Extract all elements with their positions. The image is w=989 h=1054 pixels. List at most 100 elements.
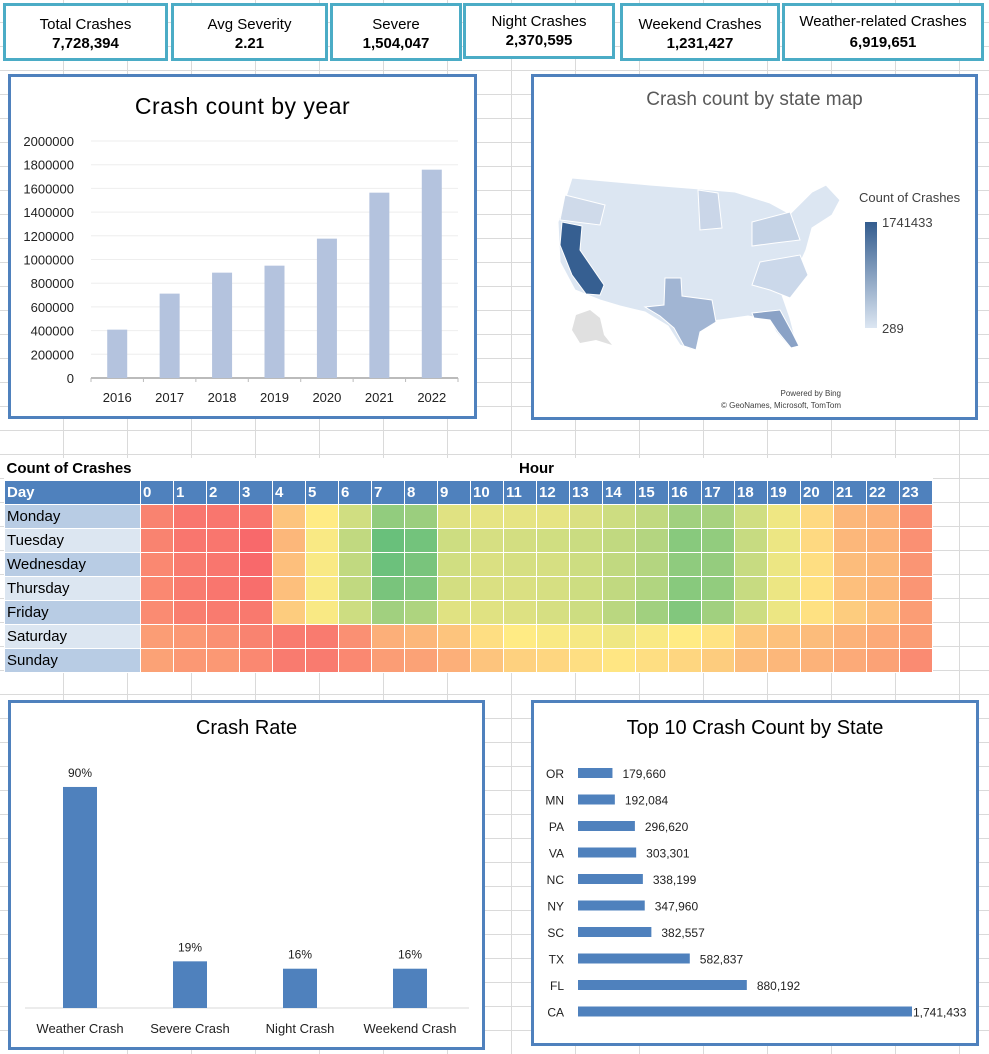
heatmap-cell[interactable] — [701, 551, 735, 577]
heatmap-cell[interactable] — [404, 503, 438, 529]
crash-by-state-map[interactable]: Crash count by state map Count of Crashe… — [531, 74, 978, 420]
heatmap-cell[interactable] — [833, 647, 867, 673]
heatmap-cell[interactable] — [338, 575, 372, 601]
heatmap-cell[interactable] — [602, 575, 636, 601]
heatmap-cell[interactable] — [734, 599, 768, 625]
heatmap-cell[interactable] — [866, 575, 900, 601]
heatmap-cell[interactable] — [470, 551, 504, 577]
heatmap-cell[interactable] — [437, 503, 471, 529]
heatmap-cell[interactable] — [173, 599, 207, 625]
heatmap-cell[interactable] — [569, 599, 603, 625]
heatmap-cell[interactable] — [173, 527, 207, 553]
heatmap-cell[interactable] — [239, 599, 273, 625]
heatmap-cell[interactable] — [635, 551, 669, 577]
heatmap-cell[interactable] — [767, 599, 801, 625]
top10-state-chart[interactable]: Top 10 Crash Count by State OR 179,660 MN 1… — [531, 700, 979, 1046]
heatmap-cell[interactable] — [569, 647, 603, 673]
heatmap-cell[interactable] — [503, 551, 537, 577]
heatmap-cell[interactable] — [899, 527, 933, 553]
heatmap-cell[interactable] — [371, 551, 405, 577]
heatmap-cell[interactable] — [206, 503, 240, 529]
crash-by-year-chart[interactable]: Crash count by year 0 200000 400000 600000 8… — [8, 74, 477, 419]
heatmap-cell[interactable] — [173, 575, 207, 601]
heatmap-cell[interactable] — [140, 551, 174, 577]
heatmap-cell[interactable] — [635, 527, 669, 553]
heatmap-cell[interactable] — [866, 623, 900, 649]
heatmap-cell[interactable] — [536, 527, 570, 553]
heatmap-cell[interactable] — [800, 623, 834, 649]
heatmap-cell[interactable] — [404, 623, 438, 649]
heatmap-cell[interactable] — [602, 551, 636, 577]
heatmap-cell[interactable] — [668, 575, 702, 601]
heatmap-cell[interactable] — [470, 575, 504, 601]
heatmap-cell[interactable] — [239, 503, 273, 529]
heatmap-cell[interactable] — [701, 503, 735, 529]
heatmap-cell[interactable] — [734, 575, 768, 601]
heatmap-cell[interactable] — [635, 599, 669, 625]
heatmap-cell[interactable] — [206, 623, 240, 649]
heatmap-cell[interactable] — [536, 647, 570, 673]
heatmap-cell[interactable] — [437, 599, 471, 625]
heatmap-cell[interactable] — [437, 623, 471, 649]
heatmap-cell[interactable] — [371, 527, 405, 553]
heatmap-cell[interactable] — [767, 623, 801, 649]
heatmap-cell[interactable] — [833, 623, 867, 649]
heatmap-cell[interactable] — [800, 527, 834, 553]
heatmap-cell[interactable] — [668, 647, 702, 673]
heatmap-cell[interactable] — [701, 599, 735, 625]
heatmap-cell[interactable] — [206, 551, 240, 577]
heatmap-cell[interactable] — [602, 599, 636, 625]
heatmap-cell[interactable] — [569, 551, 603, 577]
heatmap-cell[interactable] — [635, 647, 669, 673]
heatmap-cell[interactable] — [404, 527, 438, 553]
heatmap-cell[interactable] — [470, 503, 504, 529]
heatmap-cell[interactable] — [734, 503, 768, 529]
heatmap-cell[interactable] — [272, 503, 306, 529]
heatmap-cell[interactable] — [437, 575, 471, 601]
heatmap-cell[interactable] — [767, 551, 801, 577]
heatmap-cell[interactable] — [140, 527, 174, 553]
heatmap-cell[interactable] — [833, 575, 867, 601]
heatmap-cell[interactable] — [305, 503, 339, 529]
heatmap-cell[interactable] — [272, 623, 306, 649]
heatmap-cell[interactable] — [833, 503, 867, 529]
heatmap-cell[interactable] — [668, 527, 702, 553]
heatmap-cell[interactable] — [767, 527, 801, 553]
heatmap-cell[interactable] — [536, 575, 570, 601]
heatmap-cell[interactable] — [239, 527, 273, 553]
heatmap-cell[interactable] — [800, 575, 834, 601]
heatmap-cell[interactable] — [635, 575, 669, 601]
heatmap-cell[interactable] — [701, 527, 735, 553]
heatmap-cell[interactable] — [866, 527, 900, 553]
heatmap-cell[interactable] — [206, 575, 240, 601]
heatmap-cell[interactable] — [602, 527, 636, 553]
heatmap-cell[interactable] — [701, 647, 735, 673]
heatmap-cell[interactable] — [173, 551, 207, 577]
heatmap-cell[interactable] — [470, 647, 504, 673]
heatmap-cell[interactable] — [371, 647, 405, 673]
heatmap-cell[interactable] — [800, 599, 834, 625]
heatmap-cell[interactable] — [899, 623, 933, 649]
heatmap-cell[interactable] — [569, 575, 603, 601]
heatmap-cell[interactable] — [899, 647, 933, 673]
heatmap-cell[interactable] — [338, 623, 372, 649]
heatmap-cell[interactable] — [800, 647, 834, 673]
heatmap-cell[interactable] — [899, 599, 933, 625]
heatmap-cell[interactable] — [536, 503, 570, 529]
heatmap-cell[interactable] — [602, 623, 636, 649]
heatmap-cell[interactable] — [305, 551, 339, 577]
heatmap-cell[interactable] — [833, 551, 867, 577]
heatmap-cell[interactable] — [404, 551, 438, 577]
heatmap-cell[interactable] — [173, 623, 207, 649]
heatmap-cell[interactable] — [206, 599, 240, 625]
heatmap-cell[interactable] — [239, 623, 273, 649]
heatmap-cell[interactable] — [371, 575, 405, 601]
heatmap-cell[interactable] — [899, 503, 933, 529]
heatmap-cell[interactable] — [140, 599, 174, 625]
heatmap-cell[interactable] — [140, 623, 174, 649]
heatmap-cell[interactable] — [734, 551, 768, 577]
heatmap-cell[interactable] — [800, 551, 834, 577]
heatmap-cell[interactable] — [371, 599, 405, 625]
heatmap-cell[interactable] — [437, 647, 471, 673]
heatmap-cell[interactable] — [173, 503, 207, 529]
